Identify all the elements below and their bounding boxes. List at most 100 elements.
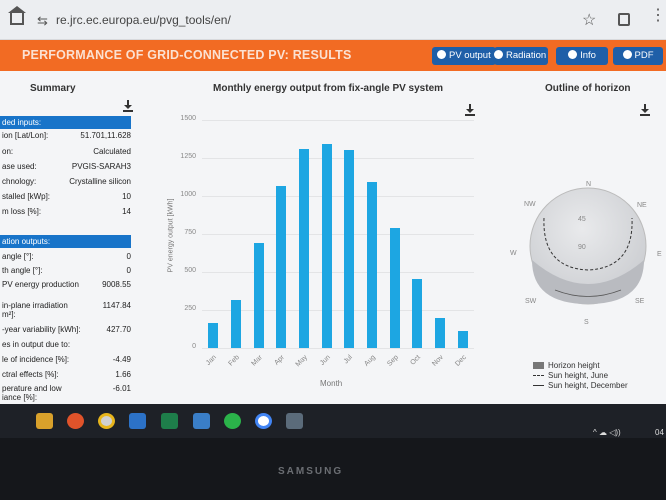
bar-may[interactable] bbox=[299, 148, 309, 348]
browser-toolbar: ⇆ re.jrc.ec.europa.eu/pvg_tools/en/ ☆ ⋮ bbox=[0, 0, 666, 40]
monitor-brand-logo: SAMSUNG bbox=[278, 466, 344, 477]
bar-mar[interactable] bbox=[253, 243, 264, 348]
x-tick-label: Dec bbox=[453, 354, 468, 368]
gridline bbox=[202, 120, 474, 121]
summary-value: -4.49 bbox=[112, 355, 131, 364]
summary-value: 427.70 bbox=[106, 325, 131, 334]
summary-key: PV energy production bbox=[2, 280, 79, 289]
summary-value: Calculated bbox=[93, 147, 131, 156]
y-tick-label: 0 bbox=[192, 343, 196, 350]
results-header: PERFORMANCE OF GRID-CONNECTED PV: RESULT… bbox=[0, 40, 666, 71]
summary-key: -year variability [kWh]: bbox=[2, 325, 81, 334]
x-tick-label: Jun bbox=[318, 354, 332, 367]
inputs-section-header: ded inputs: bbox=[0, 116, 131, 129]
x-tick-label: Oct bbox=[409, 354, 423, 367]
x-tick-label: Apr bbox=[273, 354, 287, 367]
summary-key: es in output due to: bbox=[2, 340, 71, 349]
bar-apr[interactable] bbox=[276, 186, 287, 348]
legend-december: Sun height, December bbox=[533, 381, 628, 390]
whatsapp-icon[interactable] bbox=[224, 413, 241, 429]
summary-key: angle [°]: bbox=[2, 252, 34, 261]
summary-key: ion [Lat/Lon]: bbox=[2, 131, 49, 140]
info-label: Info bbox=[580, 50, 596, 61]
sun-june-line bbox=[543, 217, 633, 271]
bar-sep[interactable] bbox=[389, 227, 400, 348]
tray-icons[interactable]: ^ ☁ ◁)) bbox=[593, 428, 621, 437]
bar-aug[interactable] bbox=[367, 181, 377, 348]
y-tick-label: 500 bbox=[184, 267, 196, 274]
google-icon[interactable] bbox=[255, 413, 272, 429]
y-tick-label: 1250 bbox=[180, 153, 196, 160]
bar-jul[interactable] bbox=[344, 150, 355, 348]
summary-key: ctral effects [%]: bbox=[2, 370, 59, 379]
legend-label: Sun height, December bbox=[548, 381, 628, 390]
pdf-button[interactable]: PDF bbox=[613, 47, 663, 65]
summary-value: 0 bbox=[126, 266, 131, 275]
legend-horizon: Horizon height bbox=[533, 361, 600, 370]
x-tick-label: Sep bbox=[385, 354, 400, 368]
eye-icon bbox=[494, 50, 503, 59]
chart-title: Monthly energy output from fix-angle PV … bbox=[213, 83, 444, 94]
sun-december-line bbox=[554, 289, 622, 297]
bar-jun[interactable] bbox=[321, 143, 332, 348]
gridline bbox=[202, 234, 474, 235]
summary-value: 0 bbox=[126, 252, 131, 261]
compass-e: E bbox=[657, 251, 662, 258]
ring-label-90: 90 bbox=[578, 244, 586, 251]
legend-swatch bbox=[533, 385, 544, 386]
x-axis-label: Month bbox=[320, 379, 343, 388]
bar-jan[interactable] bbox=[208, 322, 219, 348]
y-tick-label: 250 bbox=[184, 305, 196, 312]
summary-key-continued: iance [%]: bbox=[2, 393, 38, 402]
chrome-icon[interactable] bbox=[98, 413, 115, 429]
site-settings-icon[interactable]: ⇆ bbox=[37, 13, 48, 28]
y-axis-label: PV energy output [kWh] bbox=[167, 198, 175, 273]
bar-oct[interactable] bbox=[412, 278, 423, 348]
printer-icon[interactable] bbox=[286, 413, 303, 429]
summary-key: in-plane irradiation bbox=[2, 301, 68, 310]
y-tick-label: 750 bbox=[184, 229, 196, 236]
summary-value: Crystalline silicon bbox=[69, 177, 131, 186]
legend-swatch bbox=[533, 362, 544, 369]
info-button[interactable]: Info bbox=[556, 47, 608, 65]
firefox-icon[interactable] bbox=[67, 413, 84, 429]
summary-title: Summary bbox=[30, 83, 76, 94]
radiation-button[interactable]: Radiation bbox=[494, 47, 548, 65]
legend-swatch bbox=[533, 375, 544, 376]
summary-key-continued: m²]: bbox=[2, 310, 16, 319]
summary-key: ase used: bbox=[2, 162, 37, 171]
app-icon[interactable] bbox=[193, 413, 210, 429]
word-icon[interactable] bbox=[129, 413, 146, 429]
summary-key: m loss [%]: bbox=[2, 207, 42, 216]
file-explorer-icon[interactable] bbox=[36, 413, 53, 429]
download-icon[interactable] bbox=[640, 104, 650, 116]
outputs-section-header: ation outputs: bbox=[0, 235, 131, 248]
summary-value: 14 bbox=[122, 207, 131, 216]
calculator-icon[interactable] bbox=[161, 413, 178, 429]
bar-dec[interactable] bbox=[457, 331, 468, 348]
x-tick-label: Aug bbox=[363, 354, 377, 368]
home-icon[interactable] bbox=[8, 6, 26, 25]
eye-icon bbox=[437, 50, 446, 59]
address-bar[interactable]: re.jrc.ec.europa.eu/pvg_tools/en/ bbox=[56, 13, 231, 27]
download-icon[interactable] bbox=[123, 100, 133, 112]
gridline bbox=[202, 158, 474, 159]
extensions-icon[interactable] bbox=[618, 13, 630, 26]
kebab-menu-icon[interactable]: ⋮ bbox=[650, 7, 666, 24]
star-icon[interactable]: ☆ bbox=[582, 12, 597, 29]
clock[interactable]: 04 bbox=[655, 428, 664, 437]
compass-s: S bbox=[584, 319, 589, 326]
summary-key: chnology: bbox=[2, 177, 37, 186]
pv-output-button[interactable]: PV output bbox=[432, 47, 496, 65]
x-tick-label: Nov bbox=[431, 354, 445, 368]
bar-nov[interactable] bbox=[435, 318, 445, 348]
bar-feb[interactable] bbox=[231, 300, 241, 348]
info-icon bbox=[568, 50, 578, 59]
summary-value: PVGIS-SARAH3 bbox=[71, 162, 131, 171]
horizon-polar-plot bbox=[529, 187, 647, 305]
horizon-title: Outline of horizon bbox=[545, 83, 631, 94]
summary-key: perature and low bbox=[2, 384, 62, 393]
download-icon[interactable] bbox=[465, 104, 475, 116]
x-tick-label: Feb bbox=[227, 354, 241, 368]
compass-sw: SW bbox=[525, 298, 537, 305]
